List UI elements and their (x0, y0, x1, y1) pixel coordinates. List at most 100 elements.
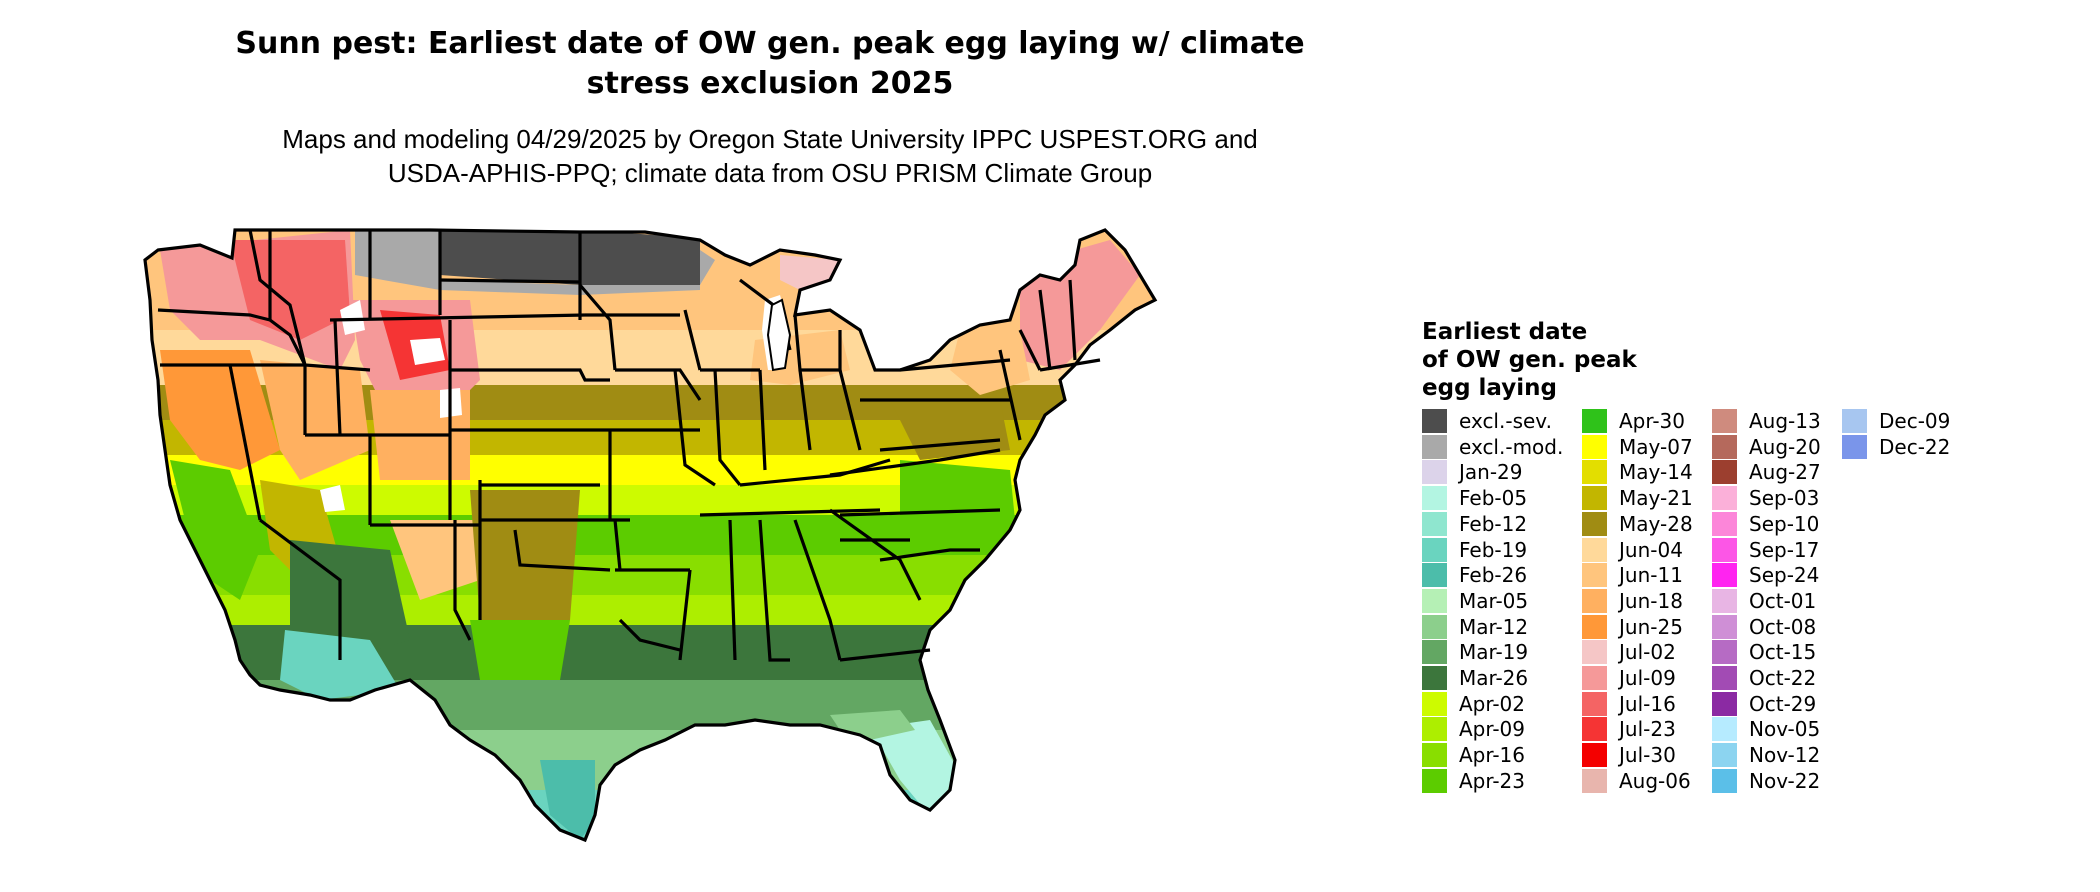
legend-label: May-14 (1619, 460, 1693, 485)
legend-item: Jul-30 (1582, 742, 1676, 768)
legend-swatch (1422, 434, 1447, 459)
legend-label: Mar-26 (1459, 666, 1529, 690)
legend-title-line-3: egg laying (1422, 375, 1557, 401)
legend-item: Apr-02 (1422, 691, 1525, 717)
legend-label: Aug-27 (1749, 460, 1821, 485)
legend-swatch (1712, 768, 1737, 793)
legend-swatch (1712, 537, 1737, 562)
legend-swatch (1712, 691, 1737, 716)
legend-label: Oct-01 (1749, 588, 1817, 613)
legend-swatch (1582, 640, 1607, 665)
legend-label: Aug-20 (1749, 434, 1821, 459)
legend-item: Apr-16 (1422, 742, 1525, 768)
legend-item: Feb-12 (1422, 511, 1527, 537)
us-map (143, 228, 1158, 843)
legend-swatch (1842, 409, 1867, 433)
legend-label: Jul-02 (1619, 640, 1676, 665)
legend-swatch (1582, 768, 1607, 793)
legend-swatch (1422, 768, 1447, 793)
legend-swatch (1712, 588, 1737, 613)
legend-label: Feb-05 (1459, 486, 1528, 511)
legend-swatch (1712, 563, 1737, 588)
legend-label: Aug-13 (1749, 409, 1821, 433)
legend-label: excl.-mod. (1459, 434, 1564, 459)
legend-label: Apr-30 (1619, 409, 1685, 433)
map-title-line-1: Sunn pest: Earliest date of OW gen. peak… (235, 26, 1305, 61)
legend-item: Nov-05 (1712, 716, 1820, 742)
legend-label: Jun-11 (1619, 563, 1683, 588)
legend-item: Jul-16 (1582, 691, 1676, 717)
legend-swatch (1422, 588, 1447, 613)
legend-item: Oct-01 (1712, 588, 1816, 614)
map-subtitle: Maps and modeling 04/29/2025 by Oregon S… (230, 122, 1310, 190)
legend-item: Nov-22 (1712, 768, 1820, 794)
legend-item: May-28 (1582, 511, 1693, 537)
map-subtitle-line-1: Maps and modeling 04/29/2025 by Oregon S… (282, 124, 1258, 154)
legend-label: Oct-29 (1749, 691, 1817, 716)
legend-swatch (1582, 486, 1607, 511)
legend-item: Oct-29 (1712, 691, 1816, 717)
legend-swatch (1582, 563, 1607, 588)
legend-item: Feb-19 (1422, 537, 1527, 563)
legend-item: Mar-12 (1422, 614, 1528, 640)
legend-label: Sep-24 (1749, 563, 1820, 588)
legend-item: Dec-22 (1842, 434, 1950, 460)
legend-item: Jan-29 (1422, 459, 1523, 485)
legend-label: Jan-29 (1459, 460, 1523, 485)
legend-item: excl.-sev. (1422, 408, 1552, 434)
legend-label: Jul-09 (1619, 666, 1676, 690)
legend-swatch (1842, 434, 1867, 459)
legend-item: Sep-17 (1712, 537, 1819, 563)
legend-item: Jun-18 (1582, 588, 1683, 614)
legend-label: Mar-12 (1459, 614, 1529, 639)
legend-swatch (1712, 434, 1737, 459)
legend-label: Oct-15 (1749, 640, 1817, 665)
legend-label: Aug-06 (1619, 768, 1691, 793)
legend-item: Jun-11 (1582, 562, 1683, 588)
legend-swatch (1422, 614, 1447, 639)
legend-swatch (1422, 511, 1447, 536)
legend-label: Apr-16 (1459, 743, 1525, 768)
legend-swatch (1582, 614, 1607, 639)
state-boundaries (143, 228, 1158, 843)
map-subtitle-line-2: USDA-APHIS-PPQ; climate data from OSU PR… (387, 158, 1153, 188)
legend-item: May-07 (1582, 434, 1693, 460)
legend-label: Apr-09 (1459, 717, 1525, 742)
legend-item: excl.-mod. (1422, 434, 1563, 460)
legend-label: Sep-10 (1749, 511, 1820, 536)
legend-swatch (1582, 743, 1607, 768)
legend-swatch (1712, 409, 1737, 433)
legend-label: Sep-03 (1749, 486, 1820, 511)
legend-label: Mar-19 (1459, 640, 1529, 665)
legend-item: Aug-13 (1712, 408, 1821, 434)
legend-label: Nov-12 (1749, 743, 1821, 768)
legend-swatch (1712, 666, 1737, 690)
legend-swatch (1422, 691, 1447, 716)
legend-swatch (1422, 563, 1447, 588)
legend-swatch (1582, 717, 1607, 742)
legend-title-line-2: of OW gen. peak (1422, 347, 1637, 373)
legend-item: Feb-26 (1422, 562, 1527, 588)
legend: excl.-sev. excl.-mod. Jan-29 Feb-05 Feb-12 Fe… (1422, 408, 2072, 798)
legend-swatch (1582, 460, 1607, 485)
legend-swatch (1582, 691, 1607, 716)
legend-item: May-21 (1582, 485, 1693, 511)
legend-swatch (1422, 486, 1447, 511)
legend-label: Nov-22 (1749, 768, 1821, 793)
legend-label: Jul-16 (1619, 691, 1676, 716)
map-title-line-2: stress exclusion 2025 (586, 66, 954, 101)
legend-item: Oct-15 (1712, 639, 1816, 665)
legend-item: Jul-09 (1582, 665, 1676, 691)
legend-swatch (1422, 409, 1447, 433)
legend-label: Jul-23 (1619, 717, 1676, 742)
legend-label: Mar-05 (1459, 588, 1529, 613)
legend-label: Sep-17 (1749, 537, 1820, 562)
legend-item: Feb-05 (1422, 485, 1527, 511)
legend-swatch (1582, 434, 1607, 459)
legend-swatch (1582, 511, 1607, 536)
legend-swatch (1712, 743, 1737, 768)
legend-item: Sep-03 (1712, 485, 1819, 511)
legend-swatch (1582, 537, 1607, 562)
legend-item: Nov-12 (1712, 742, 1820, 768)
legend-swatch (1582, 409, 1607, 433)
